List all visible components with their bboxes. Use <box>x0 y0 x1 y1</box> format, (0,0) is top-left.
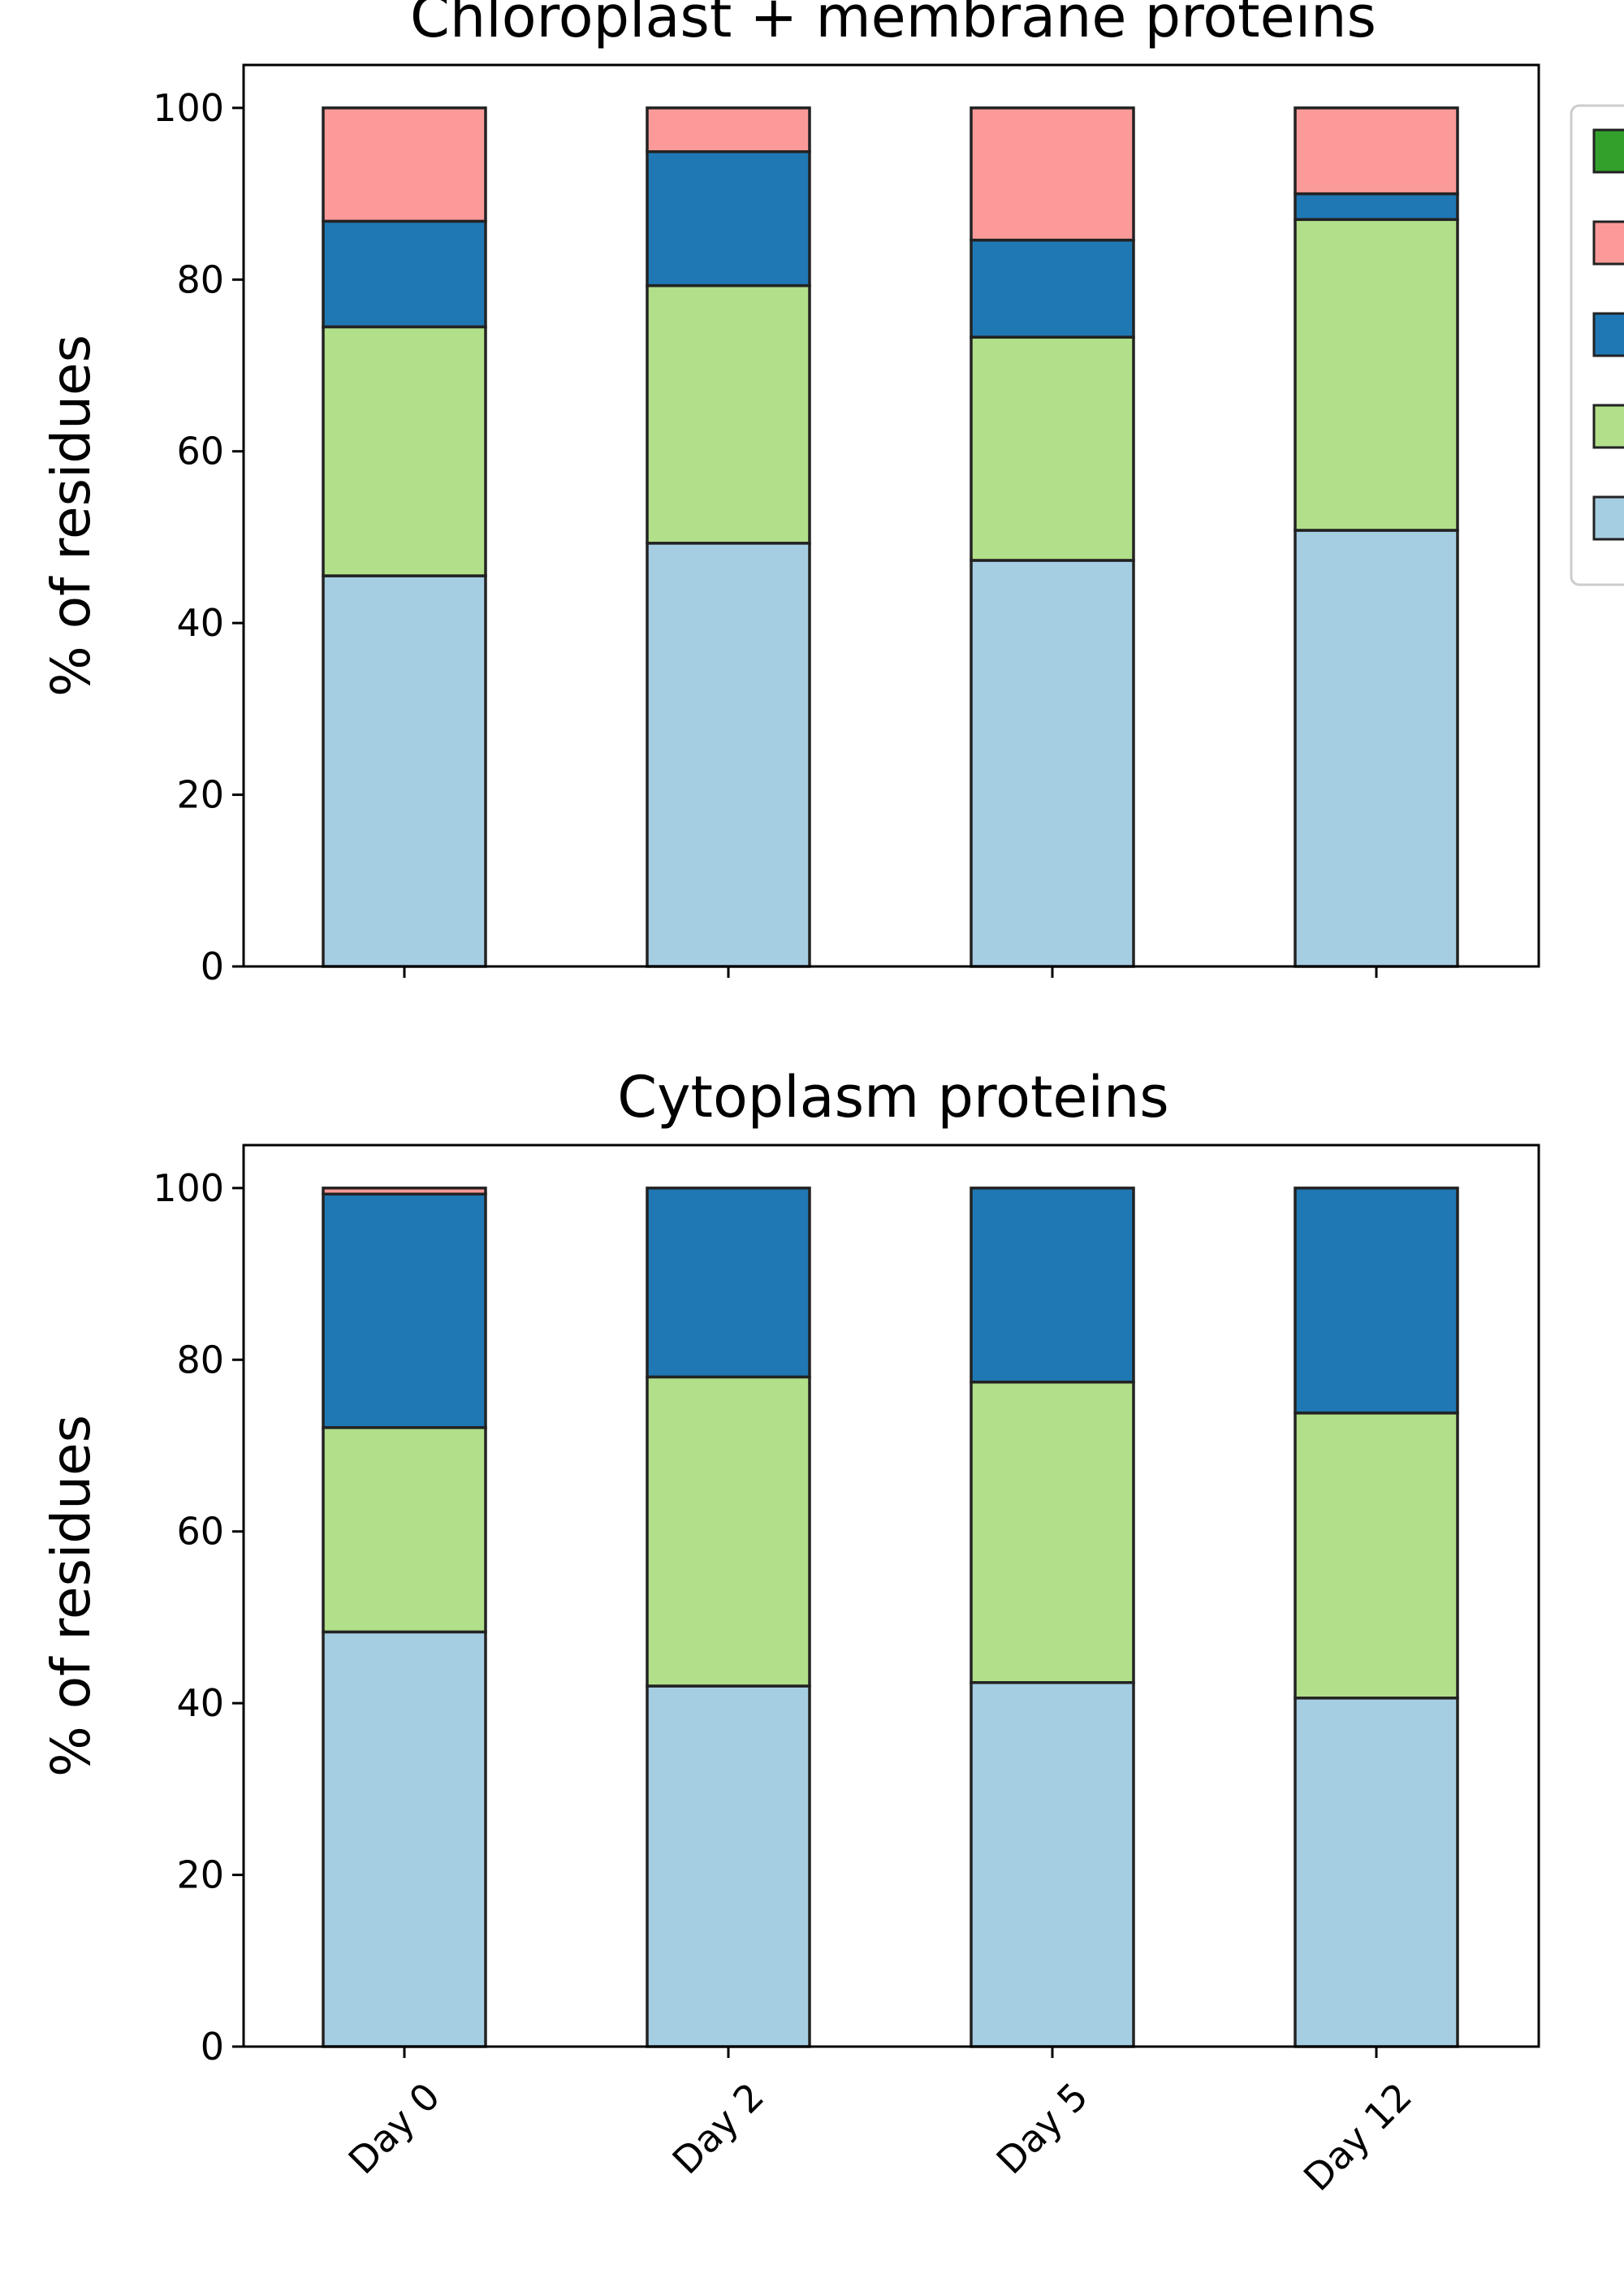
y-tick-label: 0 <box>201 2025 224 2069</box>
x-tick-label: Day 5 <box>988 2074 1096 2182</box>
x-tick-label: Day 0 <box>340 2074 448 2182</box>
bars-group <box>322 1187 1459 2048</box>
bar-segment <box>970 1381 1135 1684</box>
y-tick-label: 20 <box>176 773 224 817</box>
y-axis-label: % of residues <box>40 1415 102 1777</box>
bar-segment <box>970 335 1135 562</box>
y-tick-label: 100 <box>153 86 224 130</box>
bar-segment <box>646 106 811 153</box>
bar-segment <box>322 219 487 329</box>
axes-frame <box>242 63 1540 968</box>
bar-segment <box>1294 529 1459 968</box>
bar-segment <box>322 1187 487 1196</box>
y-tick-label: 60 <box>176 430 224 473</box>
bar-segment <box>646 542 811 968</box>
bar-segment <box>322 1192 487 1429</box>
bar-segment <box>970 1187 1135 1384</box>
chart-title: Chloroplast + membrane proteins <box>410 0 1376 50</box>
x-tick-label: Day 2 <box>664 2074 772 2182</box>
bar-segment <box>970 1681 1135 2048</box>
bar-segment <box>970 559 1135 968</box>
bar-segment <box>646 150 811 287</box>
legend-swatch <box>1592 128 1624 174</box>
bar-segment <box>1294 1412 1459 1700</box>
x-tick-label: Day 12 <box>1295 2074 1420 2199</box>
bar-segment <box>646 1684 811 2048</box>
bar-segment <box>970 106 1135 242</box>
y-tick-label: 60 <box>176 1510 224 1554</box>
bars-group <box>322 106 1459 968</box>
bar-segment <box>646 1187 811 1379</box>
axes: 0 20 40 60 80 100 <box>153 63 1540 988</box>
bar-segment <box>1294 192 1459 222</box>
bar-segment <box>322 1426 487 1634</box>
y-tick-label: 100 <box>153 1166 224 1210</box>
bar-segment <box>646 1375 811 1688</box>
bar-segment <box>1294 1187 1459 1415</box>
bar-segment <box>970 238 1135 339</box>
y-tick-label: 40 <box>176 1681 224 1725</box>
panel-cytoplasm: Cytoplasm proteins % of residues 0 20 40 60… <box>40 1064 1540 2199</box>
chart-title: Cytoplasm proteins <box>617 1064 1169 1131</box>
axes-frame <box>242 1143 1540 2048</box>
y-tick-label: 20 <box>176 1853 224 1897</box>
bar-segment <box>322 325 487 577</box>
y-tick-label: 40 <box>176 601 224 645</box>
legend-swatch <box>1592 495 1624 541</box>
legend-swatch <box>1592 404 1624 449</box>
bar-segment <box>322 1630 487 2048</box>
panel-chloroplast: Chloroplast + membrane proteins % of res… <box>40 0 1540 988</box>
legend-swatch <box>1592 312 1624 357</box>
bar-segment <box>1294 1697 1459 2048</box>
y-tick-label: 80 <box>176 1338 224 1381</box>
bar-segment <box>322 106 487 223</box>
bar-segment <box>646 283 811 545</box>
legend <box>1570 104 1624 586</box>
legend-swatch <box>1592 220 1624 266</box>
bar-segment <box>322 574 487 968</box>
y-tick-label: 0 <box>201 945 224 988</box>
bar-segment <box>1294 106 1459 196</box>
y-axis-label: % of residues <box>40 335 102 697</box>
y-tick-label: 80 <box>176 257 224 301</box>
bar-segment <box>1294 218 1459 532</box>
